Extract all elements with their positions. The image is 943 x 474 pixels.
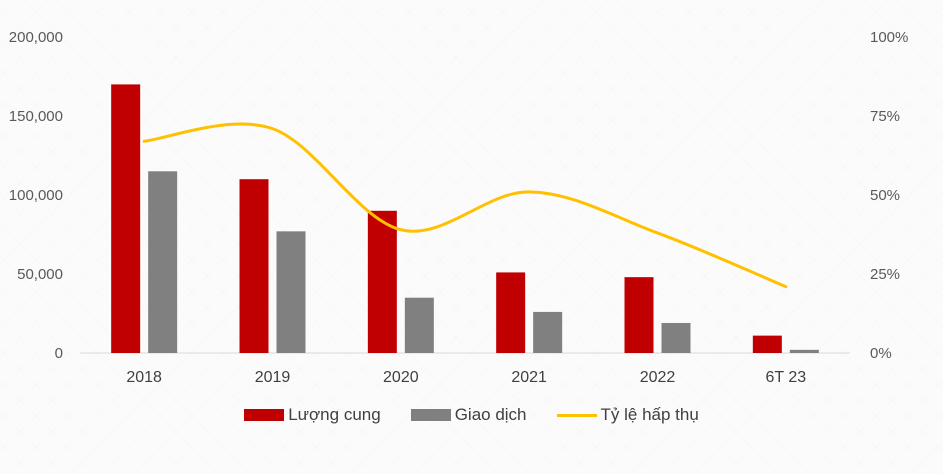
absorption-rate-line [142,122,788,289]
x-axis-tick: 2022 [640,369,676,386]
combo-chart: 0 50,000 100,000 150,000 200,000 0% 25% 50% 75% 1… [9,29,909,386]
y-axis-tick-right: 75% [870,108,900,125]
y-axis-tick-right: 25% [870,266,900,283]
bar-transactions [661,322,691,353]
legend-item-transactions: Giao dịch [410,405,527,425]
y-axis-tick-left: 50,000 [17,266,63,283]
legend-swatch-supply [244,409,285,421]
legend-swatch-transactions [410,409,451,421]
legend-label-supply: Lượng cung [288,405,381,424]
legend-item-supply: Lượng cung [244,405,381,425]
y-axis-tick-left: 200,000 [9,29,63,46]
bar-supply [752,335,782,353]
bar-transactions [404,297,434,353]
y-axis-tick-right: 50% [870,187,900,204]
x-axis-tick: 2018 [126,369,162,386]
bar-supply [367,210,397,353]
x-axis-tick: 2019 [255,369,291,386]
bar-transactions [789,349,819,353]
y-axis-tick-left: 0 [55,345,63,362]
y-axis-tick-right: 100% [870,29,908,46]
chart-legend: Lượng cung Giao dịch Tỷ lệ hấp thụ [0,405,943,425]
bar-transactions [276,231,306,353]
bar-transactions [533,311,563,353]
bar-transactions [148,171,178,353]
legend-label-transactions: Giao dịch [454,405,527,424]
x-axis-tick: 2020 [383,369,419,386]
legend-item-absorption: Tỷ lệ hấp thụ [556,405,699,425]
y-axis-tick-left: 100,000 [9,187,63,204]
x-axis-tick: 2021 [511,369,547,386]
bar-supply [624,277,654,353]
bar-supply [111,84,141,354]
x-axis-tick: 6T 23 [766,369,807,386]
y-axis-tick-right: 0% [870,345,892,362]
legend-label-absorption: Tỷ lệ hấp thụ [600,405,699,424]
legend-swatch-absorption [556,413,597,417]
bar-supply [239,179,269,353]
y-axis-tick-left: 150,000 [9,108,63,125]
bar-supply [496,272,526,353]
